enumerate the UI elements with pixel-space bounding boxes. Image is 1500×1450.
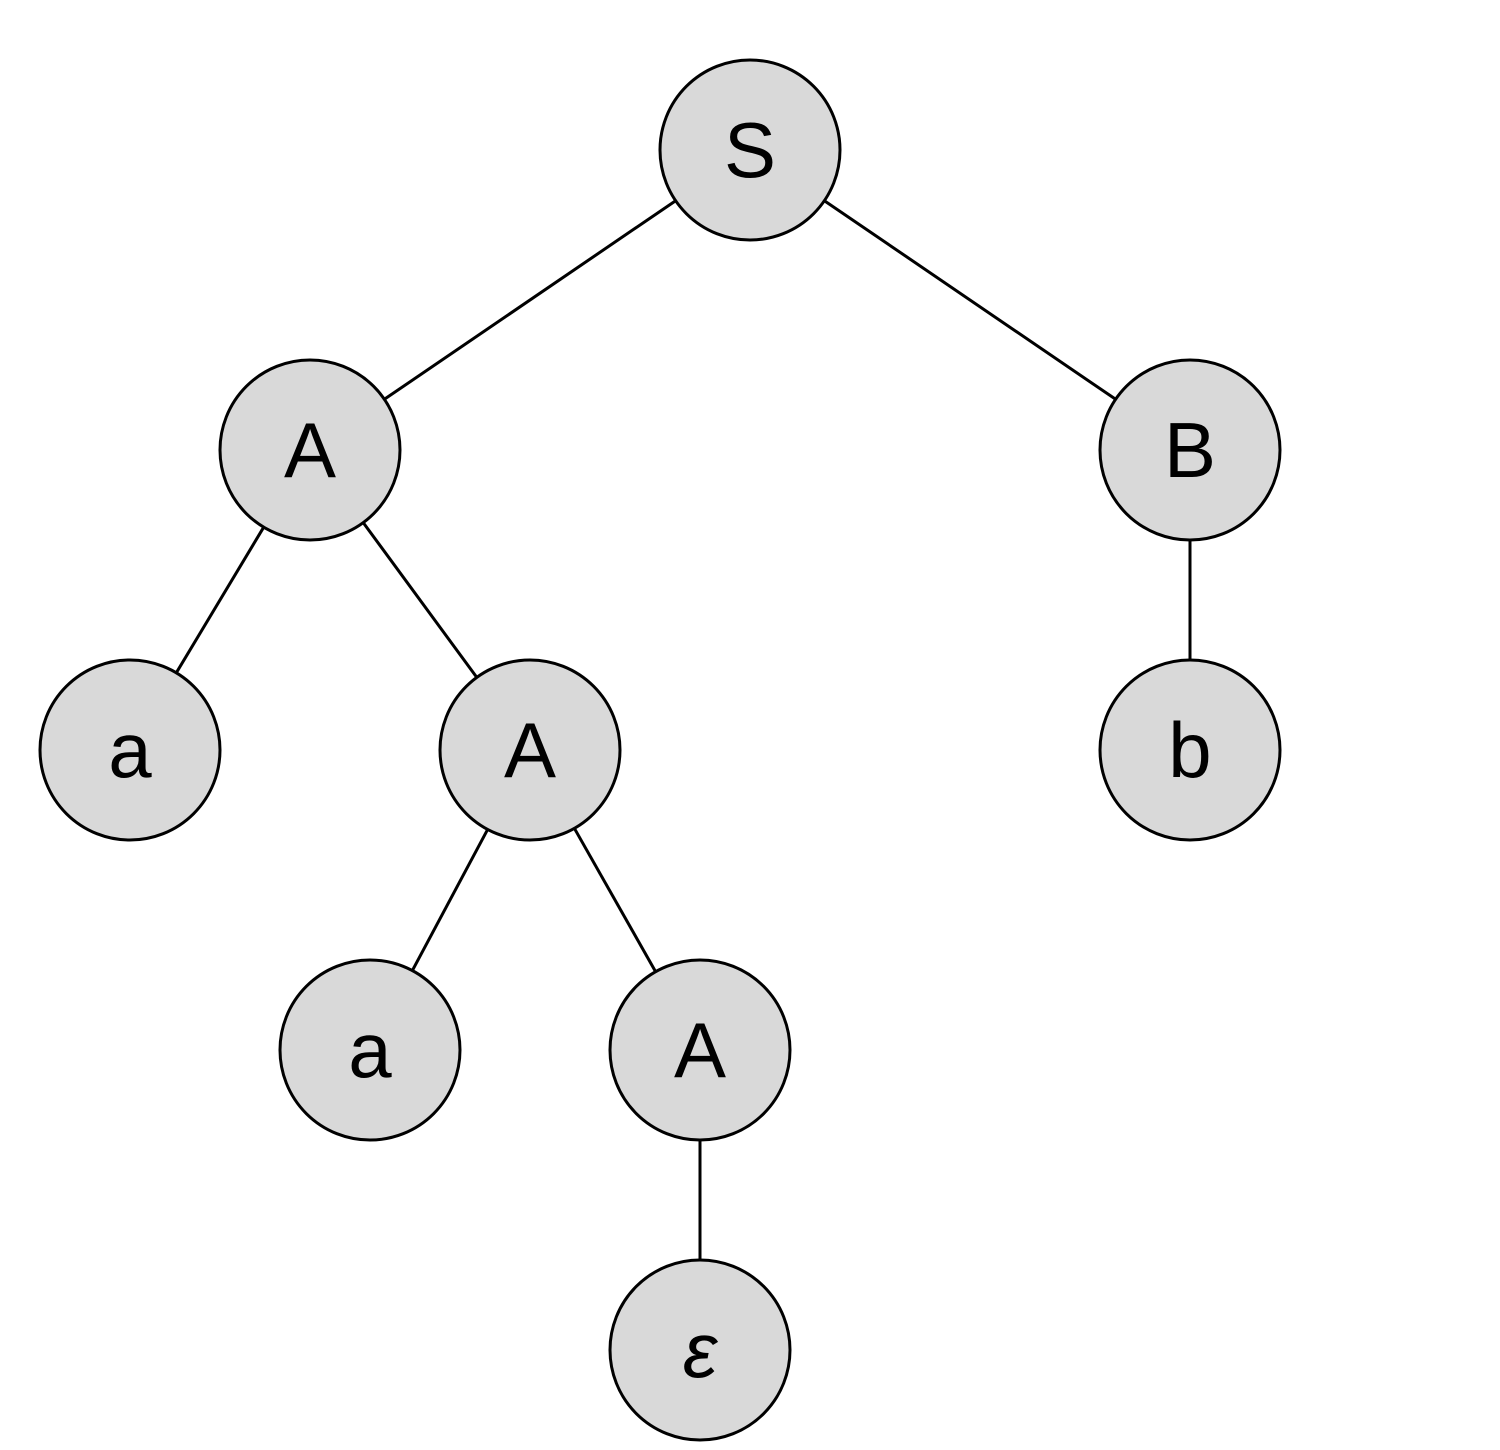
node-label: A [284,406,336,494]
node-label: a [108,706,152,794]
tree-edge [824,201,1115,400]
tree-edge [574,828,655,971]
tree-node: A [610,960,790,1140]
tree-edge [412,829,487,970]
tree-node: A [440,660,620,840]
node-label: b [1168,706,1211,794]
tree-node: a [40,660,220,840]
parse-tree-diagram: S A Ba Ab a Aε [0,0,1500,1450]
tree-node: S [660,60,840,240]
tree-edge [363,523,477,678]
node-label: ε [683,1306,719,1394]
node-label: A [504,706,556,794]
tree-node: B [1100,360,1280,540]
tree-edge [176,527,263,673]
node-label: S [724,106,776,194]
tree-node: ε [610,1260,790,1440]
tree-edge [384,201,675,400]
tree-node: A [220,360,400,540]
tree-node: a [280,960,460,1140]
node-label: a [348,1006,392,1094]
tree-node: b [1100,660,1280,840]
node-label: A [674,1006,726,1094]
nodes-group: S A Ba Ab a Aε [40,60,1280,1440]
node-label: B [1164,406,1216,494]
